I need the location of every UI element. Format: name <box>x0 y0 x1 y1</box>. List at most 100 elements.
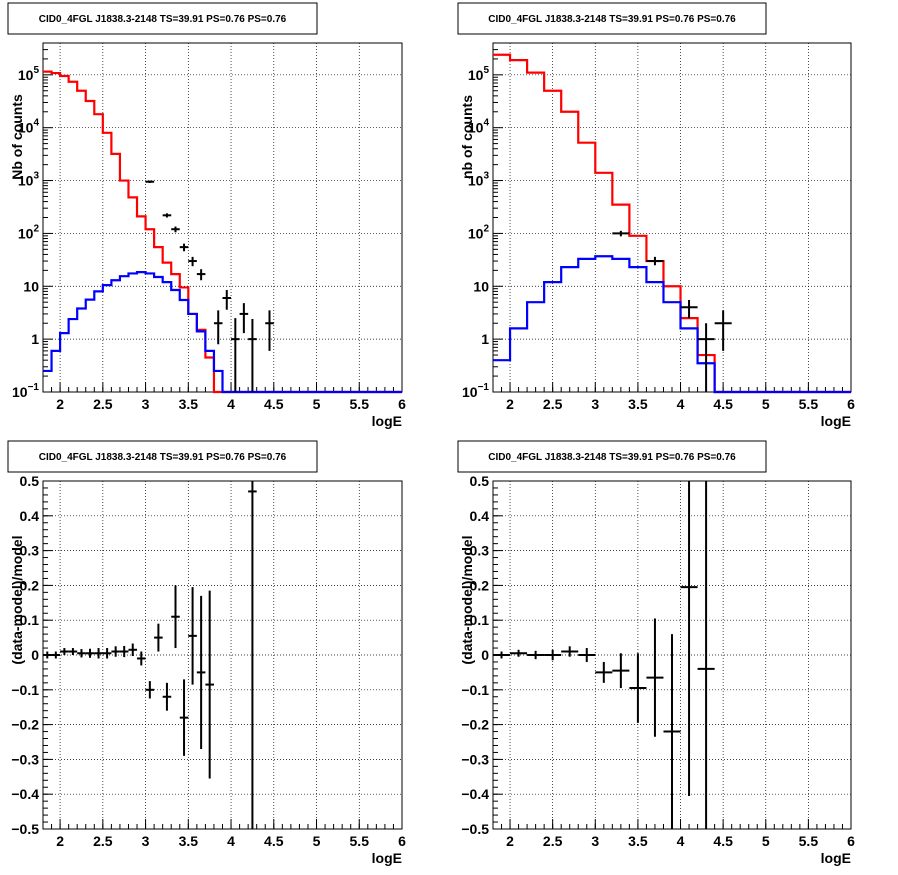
x-tick-label: 5.5 <box>799 396 819 412</box>
chart-title: CID0_4FGL J1838.3-2148 TS=39.91 PS=0.76 … <box>488 452 736 463</box>
data-point <box>544 649 562 661</box>
chart-panel-1: CID0_4FGL J1838.3-2148 TS=39.91 PS=0.76 … <box>7 2 406 429</box>
x-tick-label: 5 <box>313 833 321 849</box>
x-tick-label: 3.5 <box>628 833 648 849</box>
data-point <box>77 649 86 658</box>
data-point <box>162 213 172 218</box>
y-tick-label: 1 <box>481 331 489 347</box>
data-point <box>680 481 698 796</box>
x-tick-label: 4.5 <box>264 396 284 412</box>
x-tick-label: 4 <box>227 396 235 412</box>
data-point <box>248 319 257 392</box>
data-point <box>196 269 206 281</box>
x-tick-label: 2 <box>56 396 64 412</box>
y-axis-title: Nb of counts <box>9 94 25 180</box>
y-tick-label: −0.1 <box>461 682 489 698</box>
x-tick-label: 4.5 <box>264 833 284 849</box>
series-step-line <box>43 271 402 394</box>
data-point <box>94 648 103 659</box>
y-tick-label: −0.2 <box>461 717 489 733</box>
y-axis-title: (data-model)/model <box>9 535 25 664</box>
y-tick-label: 10−1 <box>12 382 39 400</box>
y-axis-title: nb of counts <box>459 95 475 179</box>
data-point <box>111 646 120 657</box>
data-point <box>102 648 112 659</box>
x-tick-label: 3 <box>142 833 150 849</box>
x-tick-label: 3.5 <box>628 396 648 412</box>
y-tick-label: 105 <box>18 65 40 83</box>
data-point <box>646 256 664 266</box>
y-tick-label: −0.1 <box>11 682 39 698</box>
data-point <box>493 651 511 659</box>
data-point <box>154 623 163 652</box>
y-tick-label: 0.2 <box>20 577 40 593</box>
data-point <box>714 310 732 351</box>
x-tick-label: 5.5 <box>799 833 819 849</box>
x-tick-label: 2 <box>506 396 514 412</box>
x-tick-label: 6 <box>847 833 855 849</box>
data-point <box>51 651 61 659</box>
data-point <box>85 648 95 658</box>
data-point <box>162 682 172 711</box>
x-axis-title: logE <box>821 413 851 429</box>
x-tick-label: 3.5 <box>179 833 199 849</box>
y-tick-label: 10−1 <box>462 382 489 400</box>
chart-title: CID0_4FGL J1838.3-2148 TS=39.91 PS=0.76 … <box>39 14 287 25</box>
data-point <box>128 643 138 657</box>
y-tick-label: 0.1 <box>20 612 40 628</box>
data-point <box>612 653 630 689</box>
data-point <box>646 618 664 737</box>
data-point <box>561 646 579 657</box>
data-point <box>527 650 545 660</box>
data-point <box>213 310 223 345</box>
y-tick-label: 0.1 <box>470 612 490 628</box>
y-tick-label: −0.3 <box>11 751 39 767</box>
chart-panel-4: CID0_4FGL J1838.3-2148 TS=39.91 PS=0.76 … <box>457 440 855 866</box>
data-point <box>612 230 630 237</box>
plot-frame <box>42 480 403 830</box>
data-point <box>188 256 197 267</box>
y-tick-label: −0.4 <box>461 786 489 802</box>
y-tick-label: 0.5 <box>20 473 40 489</box>
y-tick-label: 0.4 <box>470 508 490 524</box>
data-point <box>68 648 78 655</box>
title-box <box>457 440 767 473</box>
y-axis-title: (data-model)/model <box>459 535 475 664</box>
x-axis-title: logE <box>372 850 402 866</box>
chart-title: CID0_4FGL J1838.3-2148 TS=39.91 PS=0.76 … <box>488 14 736 25</box>
x-tick-label: 4 <box>227 833 235 849</box>
y-tick-label: 102 <box>18 223 40 241</box>
x-tick-label: 3.5 <box>179 396 199 412</box>
data-point <box>145 681 155 699</box>
y-tick-label: 0.3 <box>470 543 490 559</box>
data-point <box>188 587 197 685</box>
data-point <box>43 651 52 659</box>
y-tick-label: −0.3 <box>461 751 489 767</box>
x-tick-label: 6 <box>847 396 855 412</box>
x-tick-label: 2 <box>56 833 64 849</box>
y-tick-label: 0 <box>31 647 39 663</box>
data-point <box>510 649 528 657</box>
plot-frame <box>492 42 852 393</box>
x-tick-label: 5 <box>313 396 321 412</box>
title-box <box>457 2 767 35</box>
y-tick-label: −0.4 <box>11 786 39 802</box>
data-point <box>119 645 129 658</box>
chart-title: CID0_4FGL J1838.3-2148 TS=39.91 PS=0.76 … <box>39 452 287 463</box>
data-point <box>205 590 214 779</box>
x-tick-label: 4 <box>677 396 685 412</box>
x-tick-label: 6 <box>398 396 406 412</box>
x-tick-label: 5.5 <box>350 396 370 412</box>
y-tick-label: −0.5 <box>461 821 489 837</box>
x-axis-title: logE <box>821 850 851 866</box>
x-tick-label: 2.5 <box>543 833 563 849</box>
x-tick-label: 3 <box>591 833 599 849</box>
data-point <box>145 180 155 183</box>
data-point <box>265 310 274 351</box>
series-step-line <box>43 70 402 394</box>
data-point <box>222 290 232 310</box>
data-point <box>179 243 189 252</box>
title-box <box>7 2 318 35</box>
y-tick-label: 10 <box>473 278 489 294</box>
